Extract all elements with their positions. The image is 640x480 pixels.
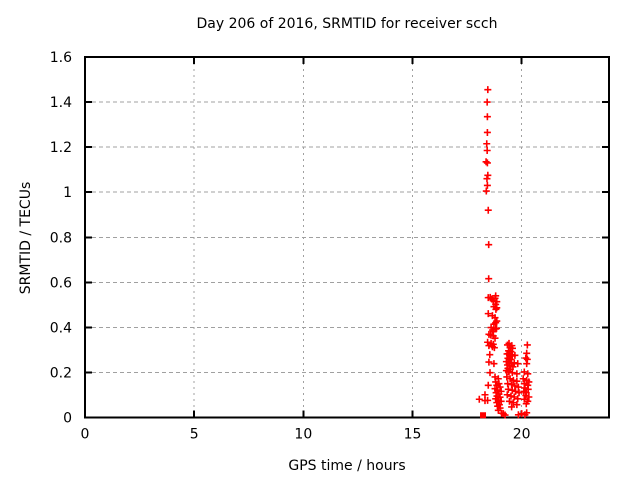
data-point xyxy=(489,297,497,305)
data-point xyxy=(484,338,492,346)
data-point xyxy=(514,411,522,419)
data-point xyxy=(504,385,512,393)
data-point xyxy=(513,370,521,378)
data-point xyxy=(484,310,492,318)
data-point xyxy=(491,334,499,342)
data-point xyxy=(481,391,489,399)
data-point xyxy=(490,344,498,352)
data-point xyxy=(504,350,512,358)
data-point xyxy=(492,305,500,313)
data-point xyxy=(523,360,531,368)
data-point xyxy=(508,344,516,352)
y-axis-label: SRMTID / TECUs xyxy=(18,182,34,295)
data-point xyxy=(483,147,491,155)
data-point xyxy=(485,358,493,366)
data-point xyxy=(486,351,494,359)
data-point xyxy=(483,98,491,106)
tick-labels: 0 5 10 15 20 0 0.2 0.4 0.6 0.8 1 1.2 1.4 1.6 xyxy=(50,50,531,443)
data-point xyxy=(501,411,509,419)
data-point xyxy=(513,377,521,385)
data-point xyxy=(503,391,511,399)
data-point xyxy=(518,410,526,418)
data-point xyxy=(522,354,530,362)
data-point xyxy=(515,389,523,397)
data-point xyxy=(523,349,531,357)
data-point-square xyxy=(480,412,487,419)
data-point xyxy=(525,378,533,386)
data-point xyxy=(524,370,532,378)
data-point xyxy=(513,401,521,409)
data-point xyxy=(475,395,483,403)
data-point xyxy=(523,341,531,349)
data-point xyxy=(525,393,533,401)
y-tick-label: 0.4 xyxy=(50,320,72,336)
data-point xyxy=(484,381,492,389)
data-point xyxy=(486,369,494,377)
data-point xyxy=(522,400,530,408)
data-point xyxy=(509,376,517,384)
data-point xyxy=(508,369,516,377)
data-point xyxy=(483,181,491,189)
data-point xyxy=(508,386,516,394)
data-point xyxy=(485,275,493,283)
data-point xyxy=(482,158,490,166)
data-point xyxy=(521,384,529,392)
data-point xyxy=(492,292,500,300)
data-point xyxy=(523,409,531,417)
x-tick-label: 0 xyxy=(81,427,90,443)
y-tick-label: 0.6 xyxy=(50,275,72,291)
data-point xyxy=(483,128,491,136)
data-point xyxy=(508,403,516,411)
y-tick-label: 0.2 xyxy=(50,365,72,381)
data-point xyxy=(512,387,520,395)
y-tick-label: 1.2 xyxy=(50,140,72,156)
data-point xyxy=(484,294,492,302)
x-tick-label: 15 xyxy=(404,427,422,443)
data-point xyxy=(514,395,522,403)
y-tick-label: 1 xyxy=(63,185,72,201)
y-tick-label: 0.8 xyxy=(50,230,72,246)
data-point xyxy=(485,342,493,350)
grid-lines xyxy=(85,57,609,418)
x-tick-label: 5 xyxy=(190,427,199,443)
x-axis-label: GPS time / hours xyxy=(288,458,405,474)
data-point xyxy=(484,171,492,179)
data-point xyxy=(483,113,491,121)
data-point xyxy=(484,206,492,214)
data-point xyxy=(481,397,489,405)
axes-and-ticks xyxy=(84,56,610,419)
data-point xyxy=(506,355,514,363)
data-point xyxy=(505,397,513,405)
data-point xyxy=(490,360,498,368)
x-tick-label: 20 xyxy=(513,427,531,443)
data-point xyxy=(511,351,519,359)
data-point xyxy=(507,392,515,400)
data-point xyxy=(483,159,491,167)
y-tick-label: 1.4 xyxy=(50,95,72,111)
y-tick-label: 0 xyxy=(63,411,72,427)
x-tick-label: 10 xyxy=(294,427,312,443)
data-point xyxy=(482,187,490,195)
y-tick-label: 1.6 xyxy=(50,50,72,66)
data-point xyxy=(485,241,493,249)
chart-title: Day 206 of 2016, SRMTID for receiver scc… xyxy=(197,16,498,32)
data-point xyxy=(514,360,522,368)
data-point xyxy=(483,175,491,183)
data-point xyxy=(484,86,492,94)
data-points xyxy=(475,86,533,419)
data-point xyxy=(510,359,518,367)
data-point xyxy=(483,140,491,148)
